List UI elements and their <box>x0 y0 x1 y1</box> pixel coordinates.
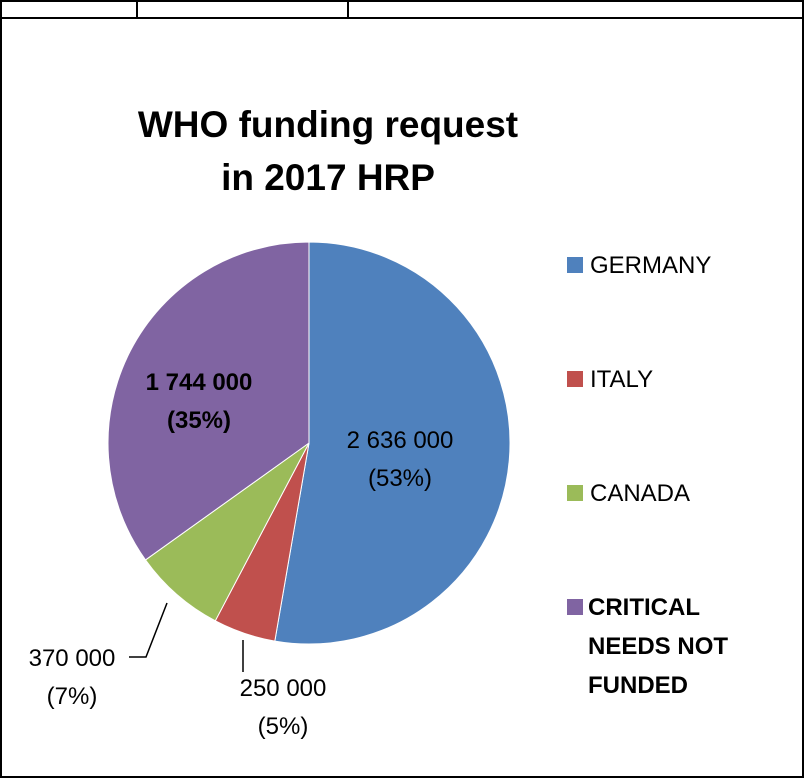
legend: GERMANY ITALY CANADA CRITICAL NEEDS NOT … <box>567 252 728 699</box>
data-label-germany-percent: (53%) <box>368 465 432 492</box>
legend-swatch-canada <box>567 485 583 501</box>
leader-line-canada <box>129 602 168 658</box>
pie-slices <box>107 241 511 645</box>
legend-label-critical-line-3: FUNDED <box>588 672 688 699</box>
pie-slice-critical-needs-not-funded <box>107 241 310 561</box>
data-label-canada-percent: (7%) <box>47 683 98 710</box>
pie-slice-germany <box>274 241 511 645</box>
data-label-germany-value: 2 636 000 <box>347 427 454 454</box>
legend-label-germany: GERMANY <box>590 252 711 279</box>
legend-label-canada: CANADA <box>590 480 690 507</box>
data-label-italy-value: 250 000 <box>240 675 327 702</box>
data-label-italy-percent: (5%) <box>258 713 309 740</box>
data-label-canada-value: 370 000 <box>29 645 116 672</box>
legend-label-critical-line-2: NEEDS NOT <box>588 633 728 660</box>
legend-swatch-germany <box>567 257 583 273</box>
legend-label-italy: ITALY <box>590 366 653 393</box>
chart-title-line-1: WHO funding request <box>138 104 518 145</box>
legend-label-critical-line-1: CRITICAL <box>588 594 700 621</box>
legend-swatch-italy <box>567 371 583 387</box>
data-label-critical-percent: (35%) <box>167 407 231 434</box>
legend-swatch-critical <box>567 599 583 615</box>
chart-title-line-2: in 2017 HRP <box>221 157 435 198</box>
data-label-critical-value: 1 744 000 <box>146 369 253 396</box>
